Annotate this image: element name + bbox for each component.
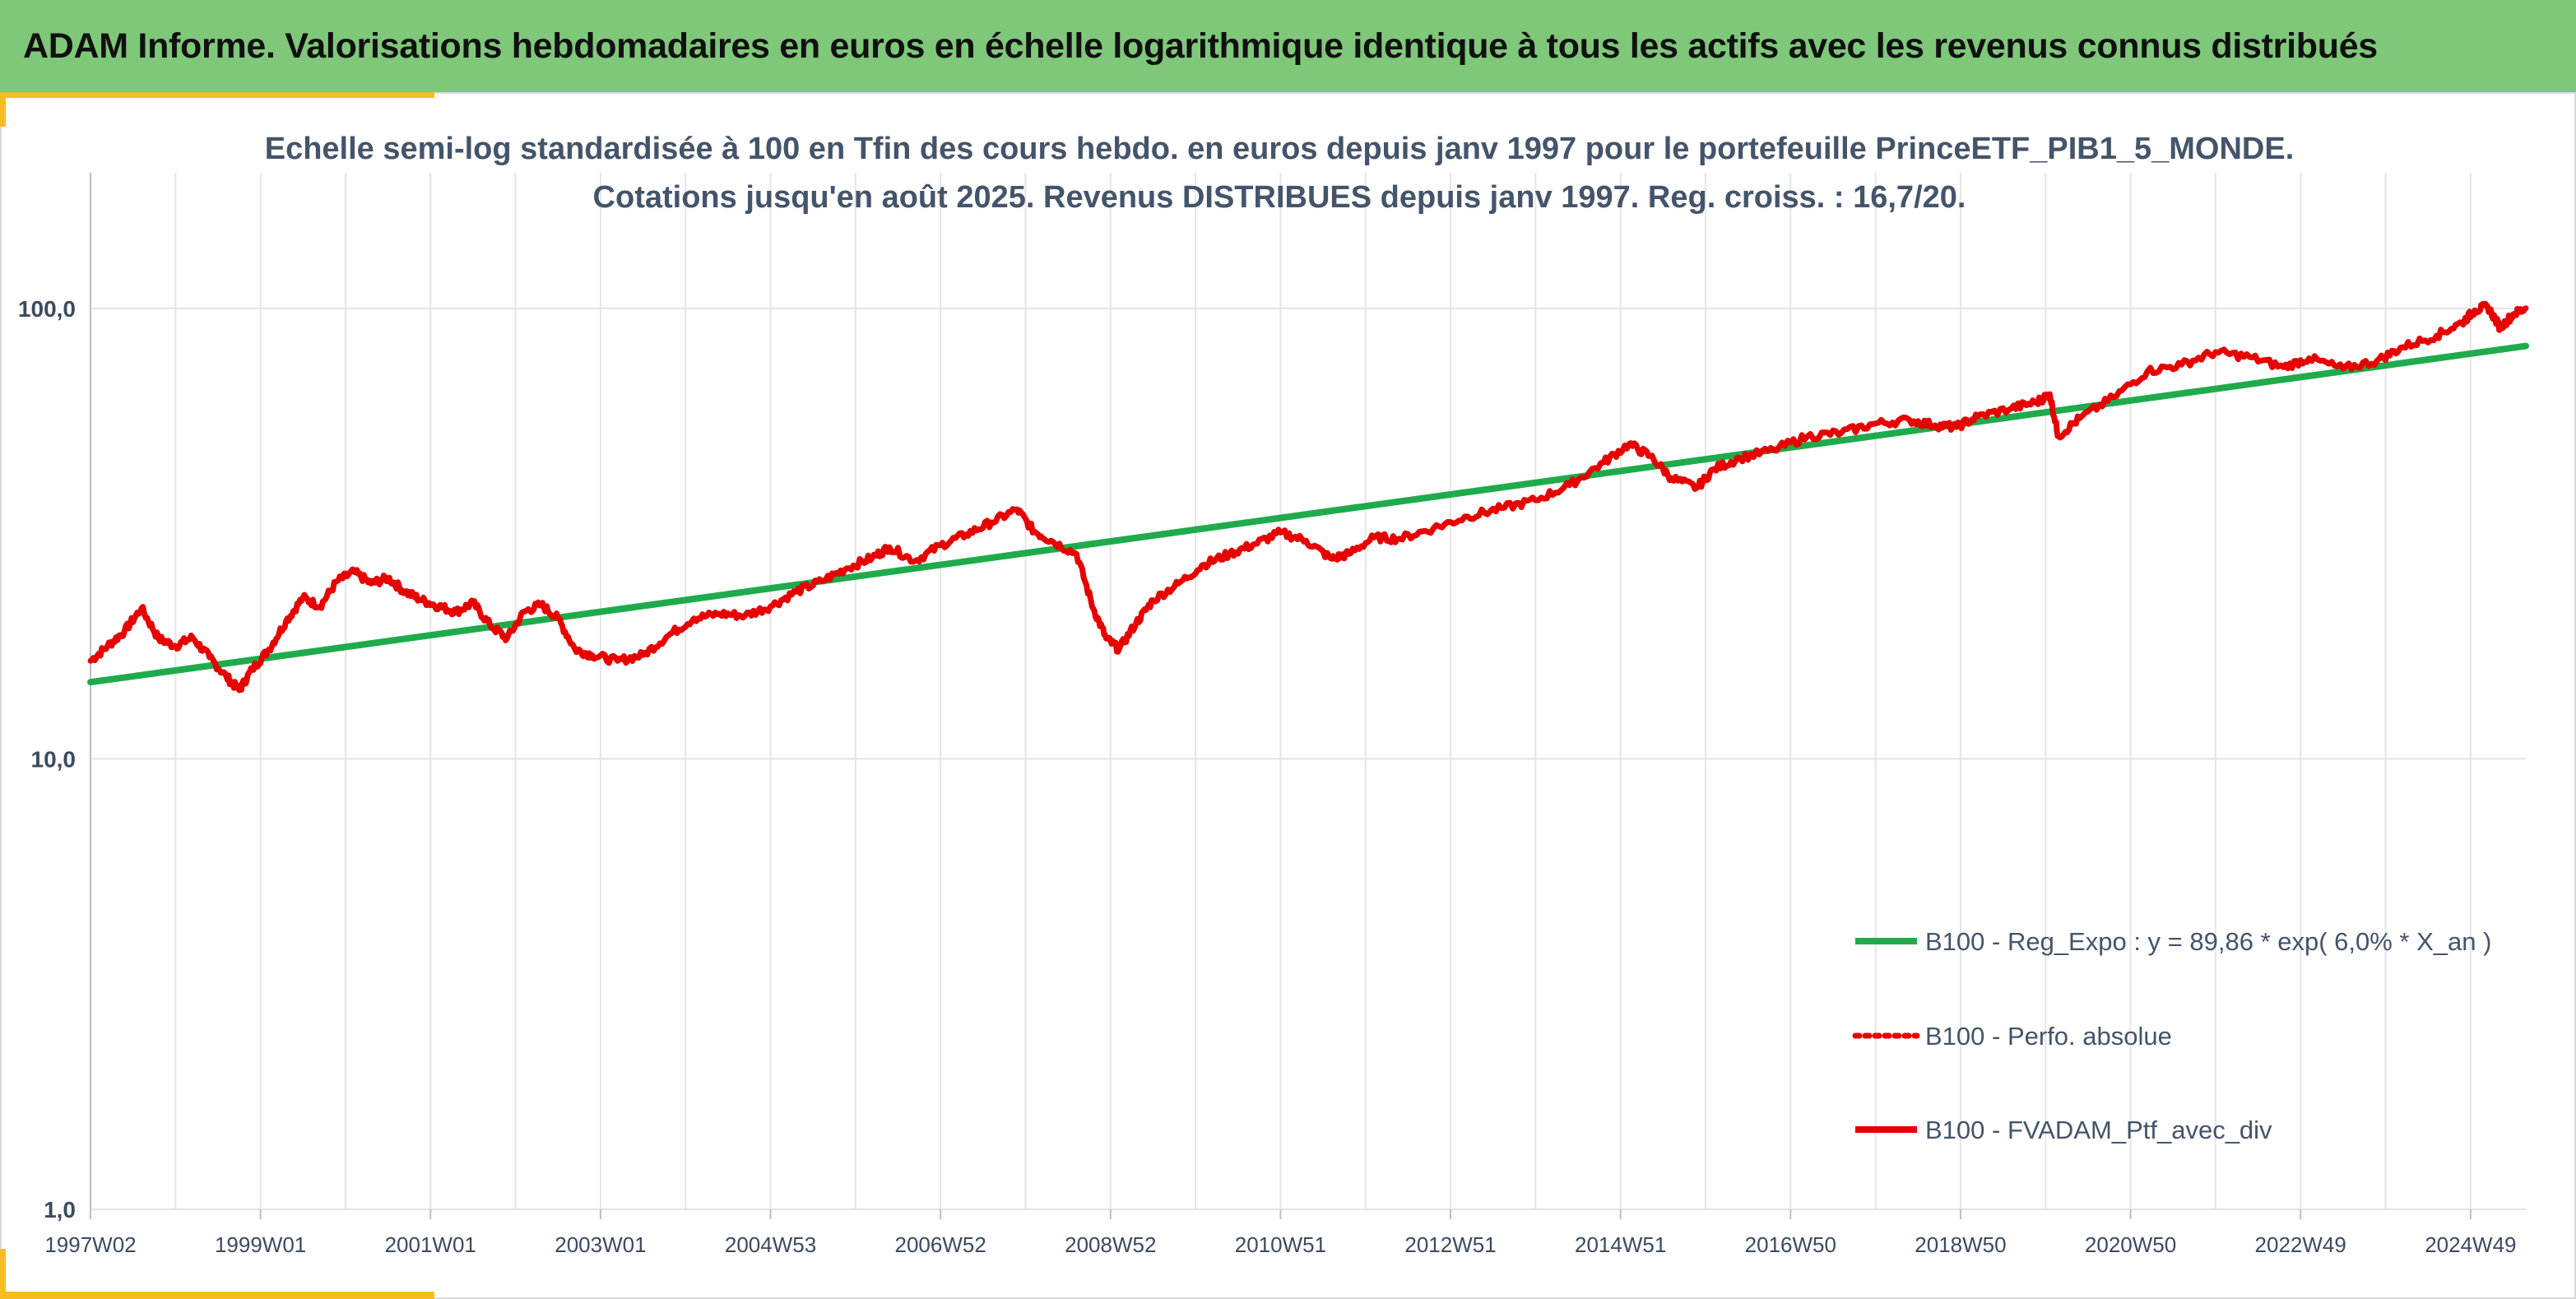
corner-accent-bottom-left [0, 1292, 434, 1299]
series-line-regression [87, 342, 2529, 686]
x-tick-label: 2024W49 [2425, 1232, 2516, 1257]
x-tick-label: 1999W01 [215, 1232, 306, 1257]
chart-title-line-1: Echelle semi-log standardisée à 100 en T… [265, 132, 2295, 166]
x-tick-label: 2003W01 [555, 1232, 646, 1257]
x-axis-tick-labels: 1997W02 1999W01 2001W01 2003W01 2004W53 2006W… [44, 1232, 2516, 1257]
x-tick-label: 2012W51 [1404, 1232, 1496, 1257]
banner-title: ADAM Informe. Valorisations hebdomadaire… [23, 26, 2378, 66]
x-tick-label: 2008W52 [1065, 1232, 1156, 1257]
chart-frame [0, 92, 2576, 1299]
corner-accent-top-left-vertical [0, 92, 6, 127]
x-tick-label: 1997W02 [44, 1232, 136, 1257]
corner-accent-bottom-left-vertical [0, 1249, 6, 1299]
x-tick-label: 2016W50 [1745, 1232, 1836, 1257]
x-axis-tick-marks [90, 1209, 2472, 1219]
x-tick-label: 2022W49 [2255, 1232, 2346, 1257]
series-line-portfolio [87, 300, 2529, 694]
y-tick-label: 1,0 [44, 1197, 76, 1222]
y-axis-tick-labels: 1,0 10,0 100,0 [18, 296, 76, 1222]
chart-title-line-2: Cotations jusqu'en août 2025. Revenus DI… [593, 180, 1966, 215]
corner-accent-top-left [0, 92, 434, 98]
series-layer [87, 300, 2529, 694]
legend-label-regression: B100 - Reg_Expo : y = 89,86 * exp( 6,0% … [1925, 927, 2491, 956]
x-tick-label: 2004W53 [725, 1232, 816, 1257]
x-tick-label: 2010W51 [1235, 1232, 1326, 1257]
x-tick-label: 2001W01 [385, 1232, 476, 1257]
x-tick-label: 2014W51 [1575, 1232, 1666, 1257]
x-tick-label: 2006W52 [895, 1232, 986, 1257]
banner: ADAM Informe. Valorisations hebdomadaire… [0, 0, 2576, 92]
x-tick-label: 2018W50 [1915, 1232, 2006, 1257]
gridlines [90, 173, 2526, 1210]
x-tick-label: 2020W50 [2085, 1232, 2176, 1257]
y-tick-label: 10,0 [31, 746, 77, 772]
y-tick-label: 100,0 [18, 296, 76, 322]
legend-label-portfolio: B100 - FVADAM_Ptf_avec_div [1925, 1116, 2272, 1144]
legend-label-perfo-absolue: B100 - Perfo. absolue [1925, 1022, 2172, 1051]
legend: B100 - Reg_Expo : y = 89,86 * exp( 6,0% … [1852, 927, 2491, 1144]
